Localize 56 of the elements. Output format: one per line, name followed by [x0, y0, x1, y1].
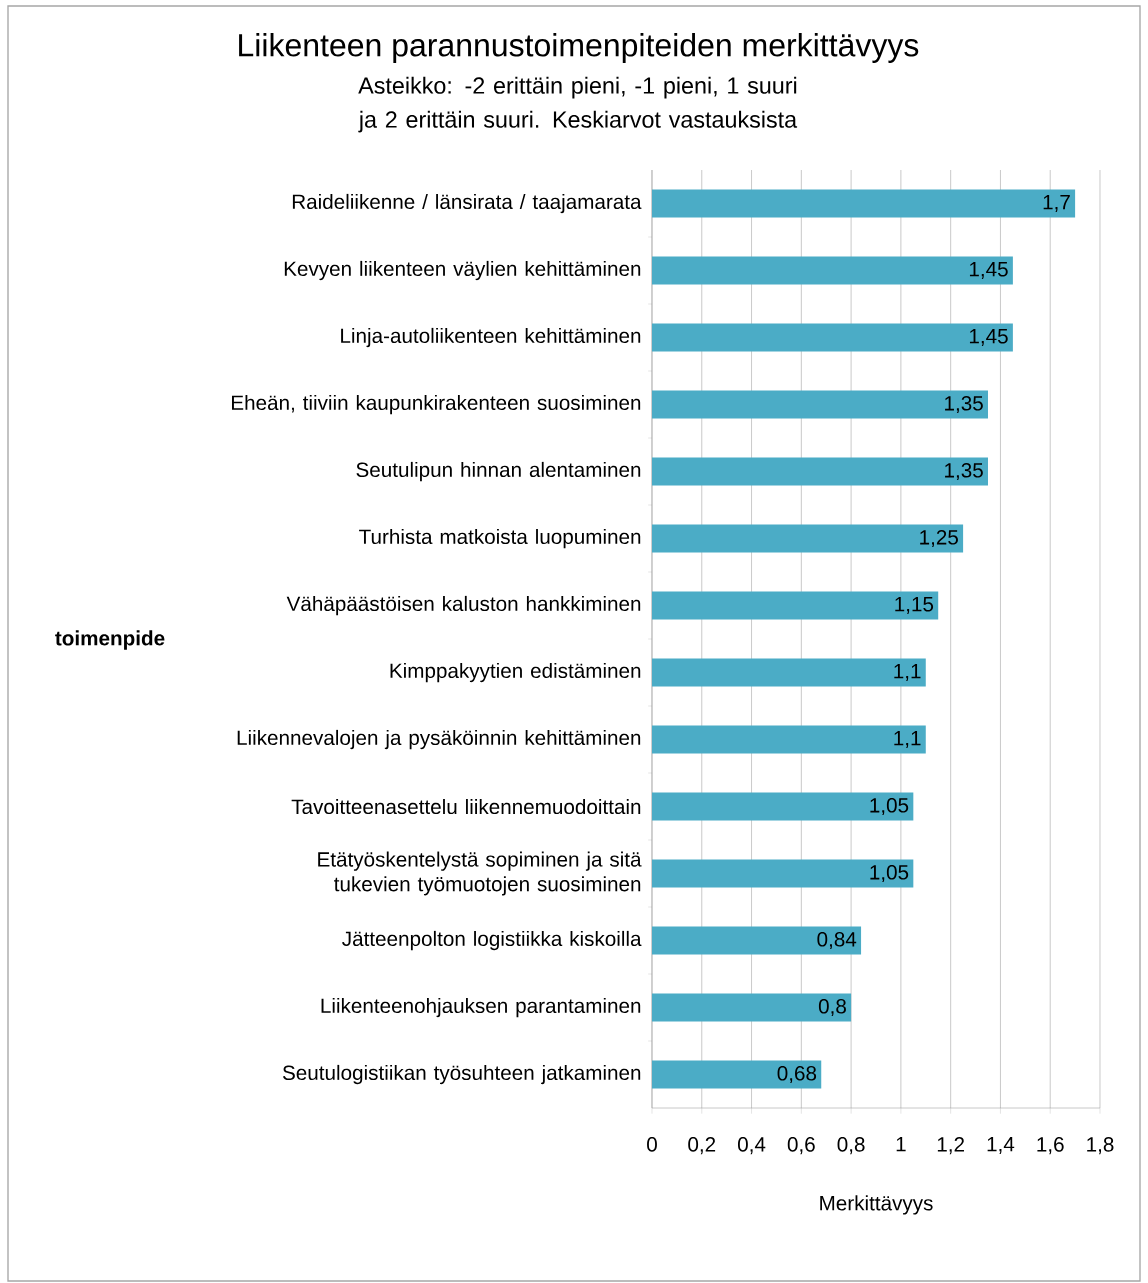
bar	[652, 524, 964, 553]
bar	[652, 390, 988, 419]
bar	[652, 256, 1013, 285]
x-tick-label: 1,2	[937, 1137, 964, 1155]
bar	[652, 658, 926, 687]
y-tick-label: Jätteenpolton logistiikka kiskoilla	[342, 930, 642, 951]
y-tick-label: Seutulipun hinnan alentaminen	[356, 461, 641, 482]
data-label: 1,05	[870, 797, 909, 816]
bar	[652, 189, 1076, 218]
data-label: 1,45	[969, 262, 1008, 279]
y-tick-label: Liikenteenohjauksen parantaminen	[321, 997, 641, 1018]
data-label: 0,8	[818, 998, 846, 1017]
x-axis-title: Merkittävyys	[820, 1195, 933, 1215]
y-tick-label: Liikennevalojen ja pysäköinnin kehittäminen	[237, 729, 641, 750]
bar	[652, 323, 1013, 352]
x-tick-label: 1	[896, 1137, 906, 1152]
data-label: 1,7	[1043, 195, 1070, 212]
bar	[652, 591, 939, 620]
y-tick-label: Tavoitteenasettelu liikennemuodoittain	[291, 798, 641, 815]
bar	[652, 725, 926, 754]
x-tick-label: 1,8	[1087, 1137, 1114, 1155]
bar	[652, 792, 914, 821]
chart-subtitle: Asteikko: -2 erittäin pieni, -1 pieni, 1 suuri ja 2 erittäin suuri. Keskiarvot vastauksista	[358, 76, 798, 133]
y-tick-label: Eheän, tiiviin kaupunkirakenteen suosiminen	[232, 394, 641, 415]
data-label: 0,68	[777, 1065, 817, 1084]
data-label: 1,15	[895, 597, 934, 614]
data-label: 1,05	[870, 864, 909, 883]
x-tick-label: 0,8	[837, 1137, 865, 1155]
y-tick-label: Raideliikenne / länsirata / taajamarata	[292, 193, 642, 214]
x-tick-label: 1,4	[987, 1137, 1015, 1154]
data-label: 1,45	[969, 329, 1008, 346]
data-label: 1,35	[945, 462, 983, 481]
data-label: 1,1	[894, 731, 921, 748]
y-axis-title: toimenpide	[55, 630, 165, 650]
data-label: 1,1	[894, 664, 921, 681]
y-tick-label: Turhista matkoista luopuminen	[359, 528, 641, 549]
y-tick-label: Linja-autoliikenteen kehittäminen	[341, 327, 641, 348]
x-tick-label: 1,6	[1037, 1137, 1064, 1155]
data-label: 1,25	[920, 529, 958, 548]
x-tick-label: 0	[647, 1137, 657, 1152]
bar	[652, 457, 988, 486]
bar	[652, 1060, 822, 1089]
bar	[652, 993, 852, 1022]
bar	[652, 926, 862, 955]
x-tick-label: 0,6	[787, 1137, 815, 1155]
data-label: 0,84	[817, 931, 857, 950]
y-tick-label: Seutulogistiikan työsuhteen jatkaminen	[282, 1064, 641, 1085]
y-tick-label: Etätyöskentelystä sopiminen ja sitä tukevien työmuotojen suosiminen	[318, 851, 642, 896]
bar	[652, 859, 914, 888]
chart-title: Liikenteen parannustoimenpiteiden merkittävyys	[239, 33, 919, 63]
x-tick-label: 0,2	[688, 1137, 716, 1155]
y-tick-label: Kevyen liikenteen väylien kehittäminen	[284, 260, 641, 281]
y-tick-label: Kimppakyytien edistäminen	[390, 662, 641, 683]
y-tick-label: Vähäpäästöisen kaluston hankkiminen	[286, 595, 641, 616]
data-label: 1,35	[945, 395, 983, 414]
x-tick-label: 0,4	[738, 1137, 766, 1155]
